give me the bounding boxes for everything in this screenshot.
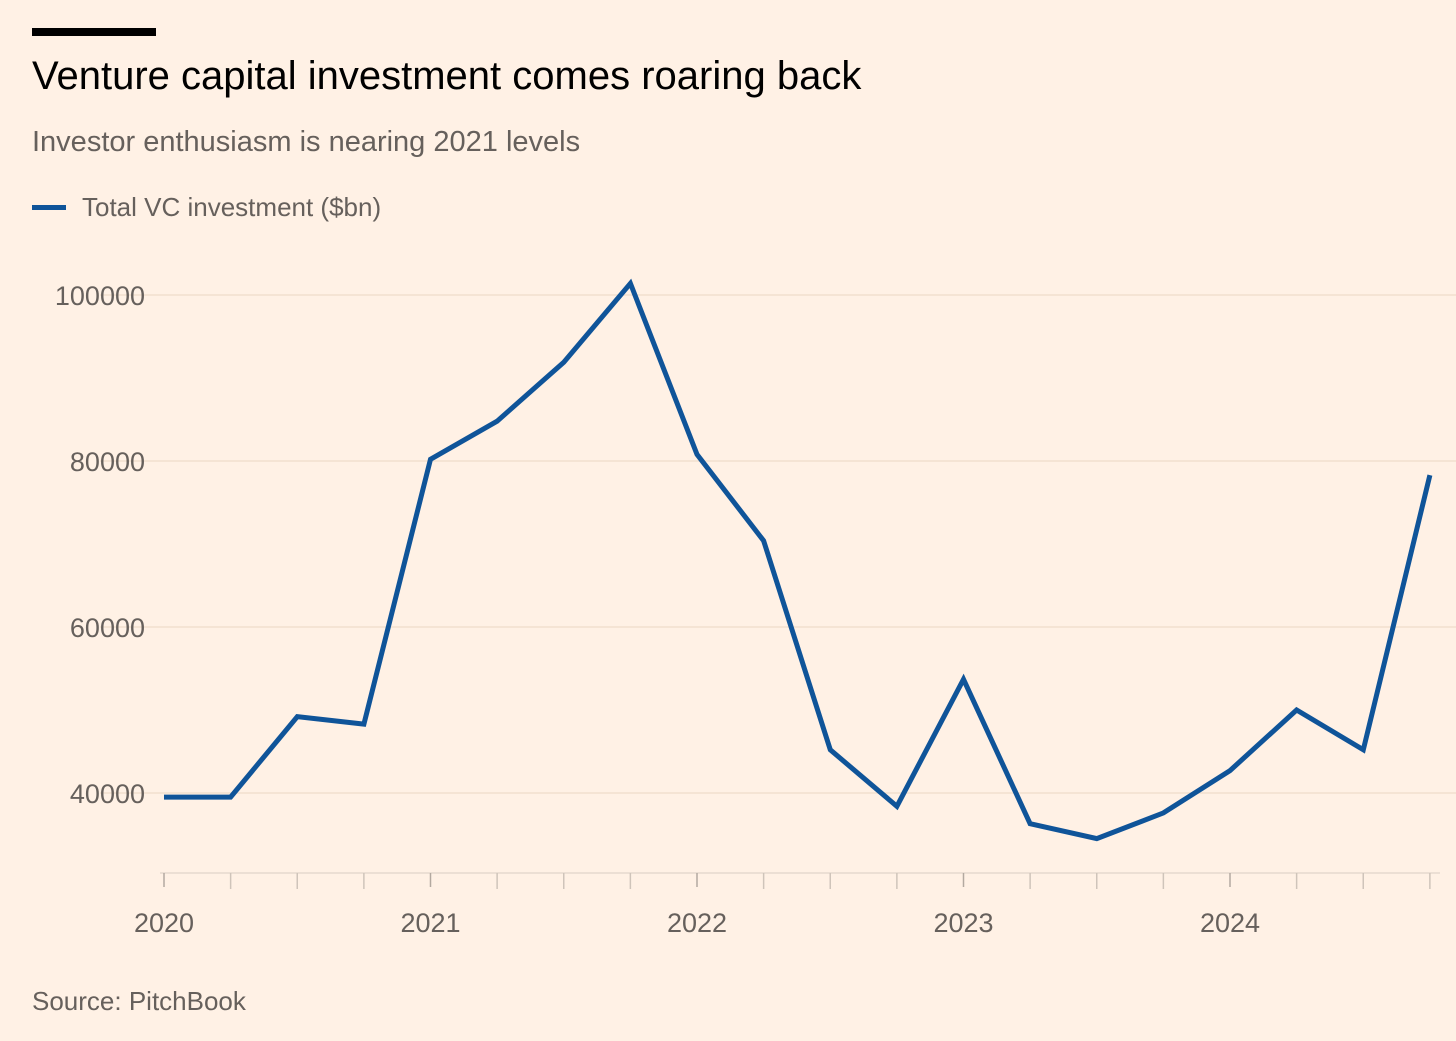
x-tick-label: 2020 xyxy=(134,908,194,938)
legend: Total VC investment ($bn) xyxy=(32,192,381,223)
y-tick-label: 80000 xyxy=(70,447,145,477)
x-tick-label: 2022 xyxy=(667,908,727,938)
legend-label: Total VC investment ($bn) xyxy=(82,192,382,222)
header-bar xyxy=(32,28,156,36)
series-line xyxy=(164,278,1433,842)
x-tick-label: 2021 xyxy=(400,908,460,938)
chart-subtitle: Investor enthusiasm is nearing 2021 leve… xyxy=(32,126,581,158)
y-tick-label: 40000 xyxy=(70,779,145,809)
x-tick-label: 2024 xyxy=(1200,908,1260,938)
y-tick-label: 100000 xyxy=(55,281,145,311)
source-note: Source: PitchBook xyxy=(32,986,246,1016)
chart-title: Venture capital investment comes roaring… xyxy=(32,54,862,98)
x-tick-label: 2023 xyxy=(933,908,993,938)
y-tick-label: 60000 xyxy=(70,613,145,643)
legend-swatch xyxy=(32,205,66,210)
